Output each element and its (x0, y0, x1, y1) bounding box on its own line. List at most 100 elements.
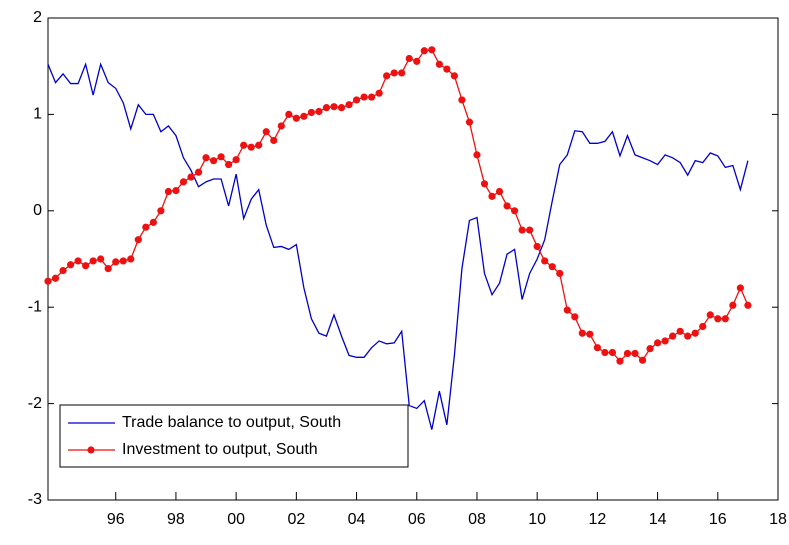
series-marker (82, 262, 90, 270)
series-marker (66, 261, 75, 269)
series-marker (623, 349, 632, 358)
series-marker (59, 266, 67, 275)
x-tick-label: 02 (287, 511, 305, 528)
series-marker (488, 192, 496, 200)
series-marker (149, 218, 157, 226)
series-marker (638, 356, 647, 364)
x-tick-label: 98 (167, 511, 185, 528)
series-marker (458, 96, 466, 104)
series-marker (390, 69, 398, 77)
series-marker (586, 330, 594, 338)
series-marker (337, 104, 346, 112)
series-marker (240, 141, 248, 149)
series-marker (646, 345, 654, 353)
legend-label: Trade balance to output, South (122, 414, 341, 431)
series-marker (262, 128, 270, 136)
x-tick-label: 96 (107, 511, 125, 528)
series-marker (480, 180, 489, 188)
series-marker (518, 226, 526, 234)
series-marker (510, 207, 519, 215)
series-marker (164, 187, 173, 196)
series-marker (285, 110, 293, 118)
series-marker (563, 306, 571, 314)
series-line (47, 49, 749, 363)
series-marker (601, 348, 609, 357)
series-marker (292, 114, 300, 122)
y-tick-label: 1 (33, 106, 42, 123)
y-tick-label: -1 (28, 298, 42, 315)
series-marker (398, 69, 406, 77)
series-marker (495, 187, 504, 196)
x-tick-label: 12 (588, 511, 606, 528)
series-marker (232, 156, 240, 164)
series-marker (706, 311, 714, 319)
series-marker (533, 242, 541, 251)
series-marker (330, 103, 338, 111)
series-marker (277, 122, 285, 130)
series-marker (360, 93, 368, 101)
series-marker (322, 104, 331, 112)
x-tick-label: 00 (227, 511, 245, 528)
y-tick-label: 0 (33, 202, 42, 219)
series-marker (571, 313, 579, 321)
y-tick-label: 2 (33, 9, 42, 26)
series-marker (74, 257, 82, 265)
x-tick-label: 16 (709, 511, 727, 528)
series-marker (247, 143, 255, 151)
series-marker (44, 277, 52, 285)
series-marker (729, 301, 737, 309)
series-marker (315, 107, 323, 116)
y-tick-label: -3 (28, 491, 42, 508)
series-marker (676, 327, 684, 335)
series-marker (691, 329, 699, 337)
plot-frame (47, 17, 779, 501)
series-marker (526, 226, 534, 234)
series-marker (420, 47, 428, 55)
series-marker (556, 269, 564, 278)
y-tick-label: -2 (28, 395, 42, 412)
series-marker (127, 255, 135, 263)
series-marker (465, 118, 474, 126)
series-marker (112, 258, 120, 266)
series-marker (368, 93, 376, 101)
series-marker (345, 101, 353, 109)
series-marker (383, 72, 391, 80)
series-marker (134, 236, 142, 244)
series-marker (217, 153, 225, 161)
legend: Trade balance to output, South Investment… (59, 404, 409, 468)
series-marker (104, 265, 112, 273)
series-marker (669, 332, 677, 340)
series-marker (172, 186, 180, 195)
series-marker (187, 173, 195, 181)
x-tick-label: 08 (468, 511, 486, 528)
series-marker (548, 263, 556, 271)
series-marker (653, 339, 662, 347)
legend-box (59, 404, 409, 468)
series-marker (721, 315, 729, 323)
series-marker (503, 202, 511, 210)
series-marker (736, 284, 744, 292)
series-marker (608, 348, 617, 357)
series-marker (202, 154, 210, 162)
legend-marker (87, 446, 95, 454)
series-marker (699, 322, 707, 331)
series-marker (255, 141, 263, 149)
legend-label: Investment to output, South (122, 441, 318, 458)
series-marker (413, 57, 421, 65)
series-marker (225, 160, 233, 169)
series-marker (51, 274, 60, 282)
series-marker (209, 157, 218, 165)
series-marker (307, 108, 316, 117)
series-marker (578, 329, 586, 337)
series-marker (541, 257, 549, 265)
series-marker (157, 207, 165, 215)
series-marker (450, 72, 458, 80)
series-marker (194, 168, 203, 176)
x-tick-label: 18 (769, 511, 787, 528)
x-tick-label: 10 (528, 511, 546, 528)
series-marker (714, 315, 722, 323)
series-marker (616, 357, 624, 365)
series-marker (744, 301, 752, 309)
series-marker (89, 257, 97, 265)
